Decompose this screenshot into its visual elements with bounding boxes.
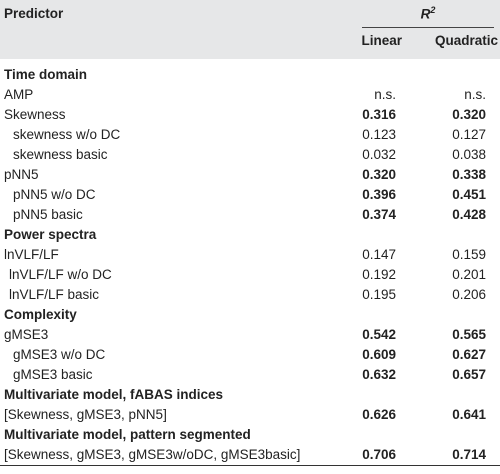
r2-symbol: R <box>420 6 431 22</box>
row-label: skewness basic <box>13 146 108 162</box>
section-label: Power spectra <box>4 226 97 242</box>
quadratic-value: 0.038 <box>452 146 487 162</box>
row-label: gMSE3 <box>4 326 49 342</box>
quadratic-value: 0.338 <box>452 166 487 182</box>
table-row: pNN5 w/o DC 0.396 0.451 <box>0 185 500 205</box>
linear-value: 0.316 <box>362 106 396 122</box>
row-label: lnVLF/LF <box>4 246 59 262</box>
table-row: skewness basic 0.032 0.038 <box>0 145 500 165</box>
row-label: pNN5 <box>4 166 39 182</box>
quadratic-value: 0.206 <box>452 286 487 302</box>
row-label: [Skewness, gMSE3, gMSE3w/oDC, gMSE3basic… <box>4 446 301 462</box>
linear-header: Linear <box>340 27 420 59</box>
row-label: pNN5 basic <box>13 206 83 222</box>
quadratic-value: 0.641 <box>452 406 487 422</box>
row-label: lnVLF/LF w/o DC <box>9 266 112 282</box>
table-row: lnVLF/LF 0.147 0.159 <box>0 245 500 265</box>
linear-value: 0.396 <box>362 186 396 202</box>
table-row: AMP n.s. n.s. <box>0 85 500 105</box>
linear-value: 0.192 <box>362 266 396 282</box>
section-multivariate-fabas: Multivariate model, fABAS indices <box>0 385 500 405</box>
linear-value: n.s. <box>374 86 396 102</box>
linear-value: 0.123 <box>362 126 396 142</box>
linear-value: 0.147 <box>362 246 396 262</box>
quadratic-value: 0.627 <box>452 346 487 362</box>
r2-superscript: 2 <box>430 5 436 15</box>
linear-value: 0.626 <box>362 406 396 422</box>
r2-header: R2 <box>340 0 500 28</box>
table-row: pNN5 0.320 0.338 <box>0 165 500 185</box>
quadratic-value: 0.428 <box>452 206 487 222</box>
quadratic-value: n.s. <box>464 86 487 102</box>
table-row: lnVLF/LF basic 0.195 0.206 <box>0 285 500 305</box>
section-label: Complexity <box>4 306 77 322</box>
table-row: [Skewness, gMSE3, pNN5] 0.626 0.641 <box>0 405 500 425</box>
row-label: lnVLF/LF basic <box>9 286 100 302</box>
header-row-top: Predictor R2 <box>0 0 500 59</box>
table-row: gMSE3 0.542 0.565 <box>0 325 500 345</box>
table-row: skewness w/o DC 0.123 0.127 <box>0 125 500 145</box>
quadratic-value: 0.451 <box>452 186 487 202</box>
row-label: gMSE3 w/o DC <box>13 346 106 362</box>
section-label: Multivariate model, fABAS indices <box>4 386 224 402</box>
linear-value: 0.632 <box>362 366 396 382</box>
linear-value: 0.320 <box>362 166 396 182</box>
table-row: pNN5 basic 0.374 0.428 <box>0 205 500 225</box>
quadratic-value: 0.127 <box>452 126 487 142</box>
quadratic-value: 0.714 <box>452 446 487 462</box>
row-label: [Skewness, gMSE3, pNN5] <box>4 406 167 422</box>
section-label: Time domain <box>4 66 88 82</box>
section-complexity: Complexity <box>0 305 500 325</box>
section-power-spectra: Power spectra <box>0 225 500 245</box>
predictor-header: Predictor <box>0 0 340 59</box>
row-label: pNN5 w/o DC <box>13 186 96 202</box>
linear-value: 0.195 <box>362 286 396 302</box>
section-time-domain: Time domain <box>0 65 500 85</box>
quadratic-value: 0.159 <box>452 246 487 262</box>
header-row-sub: Linear Quadratic <box>0 27 500 59</box>
linear-value: 0.032 <box>362 146 396 162</box>
quadratic-value: 0.657 <box>452 366 487 382</box>
quadratic-value: 0.320 <box>452 106 487 122</box>
table-row: lnVLF/LF w/o DC 0.192 0.201 <box>0 265 500 285</box>
table-row: Skewness 0.316 0.320 <box>0 105 500 125</box>
quadratic-value: 0.565 <box>452 326 487 342</box>
table-row: [Skewness, gMSE3, gMSE3w/oDC, gMSE3basic… <box>0 445 500 465</box>
quadratic-header: Quadratic <box>420 27 500 59</box>
row-label: gMSE3 basic <box>13 366 93 382</box>
linear-value: 0.374 <box>362 206 396 222</box>
table-row: gMSE3 basic 0.632 0.657 <box>0 365 500 385</box>
linear-value: 0.706 <box>362 446 396 462</box>
linear-value: 0.542 <box>362 326 396 342</box>
linear-value: 0.609 <box>362 346 396 362</box>
row-label: skewness w/o DC <box>13 126 121 142</box>
table-row: gMSE3 w/o DC 0.609 0.627 <box>0 345 500 365</box>
section-label: Multivariate model, pattern segmented <box>4 426 251 442</box>
row-label: AMP <box>4 86 34 102</box>
section-multivariate-pattern: Multivariate model, pattern segmented <box>0 425 500 445</box>
quadratic-value: 0.201 <box>452 266 487 282</box>
row-label: Skewness <box>4 106 66 122</box>
